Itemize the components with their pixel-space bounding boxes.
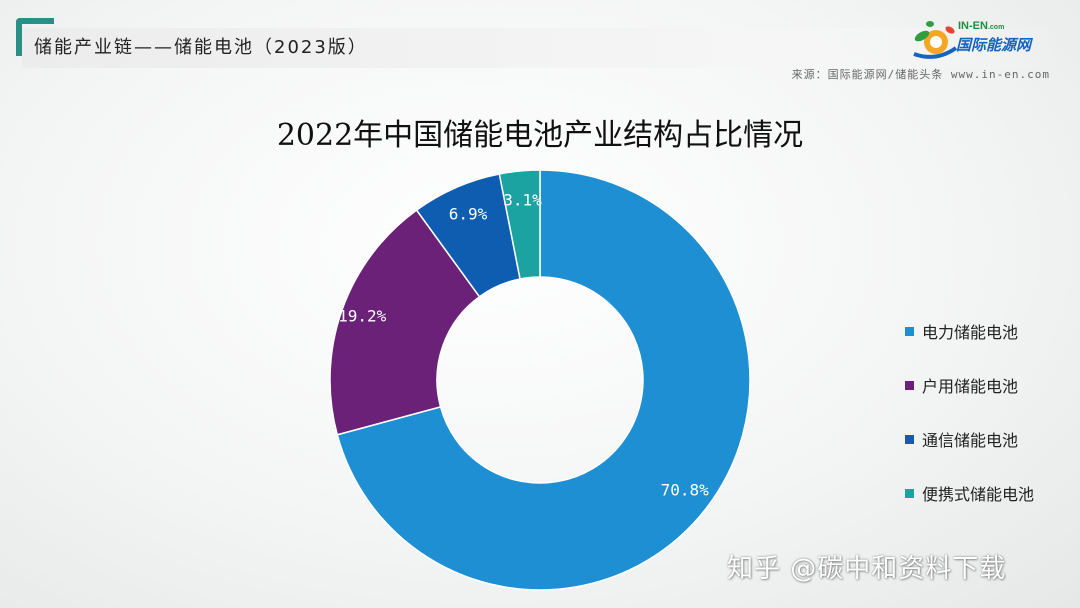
legend-item-telecom: 通信储能电池 [905, 412, 1034, 466]
legend-label: 便携式储能电池 [922, 485, 1035, 504]
legend-label: 电力储能电池 [922, 323, 1019, 342]
slice-label: 3.1% [503, 190, 542, 209]
source-note: 来源：国际能源网/储能头条 www.in-en.com [791, 68, 1050, 81]
legend-swatch [905, 434, 914, 444]
slice-portable [498, 169, 541, 280]
logo-sun-icon [913, 21, 958, 59]
legend-item-portable: 便携式储能电池 [905, 466, 1034, 520]
legend-swatch [905, 488, 914, 498]
legend-label: 户用储能电池 [922, 377, 1019, 396]
slice-label: 70.8% [661, 480, 710, 499]
slice-power [336, 169, 751, 591]
slice-household [329, 209, 481, 436]
logo-text-top: IN-EN.com [958, 20, 1005, 32]
legend-label: 通信储能电池 [922, 431, 1019, 450]
legend-swatch [905, 380, 914, 390]
slice-label: 6.9% [449, 204, 488, 223]
chart-title: 2022年中国储能电池产业结构占比情况 [276, 118, 804, 153]
legend-item-household: 户用储能电池 [905, 358, 1034, 412]
header-bracket [16, 18, 54, 56]
legend-item-power: 电力储能电池 [905, 304, 1034, 358]
watermark: 知乎 @碳中和资料下载 [727, 554, 1007, 584]
chart-legend: 电力储能电池 户用储能电池 通信储能电池 便携式储能电池 [905, 304, 1034, 520]
logo-text-main: 国际能源网 [956, 36, 1032, 54]
page-header-title: 储能产业链——储能电池（2023版） [34, 37, 368, 58]
legend-swatch [905, 326, 914, 336]
header-bar [22, 28, 1062, 68]
logo: IN-EN.com 国际能源网 [906, 14, 1056, 64]
slice-label: 19.2% [338, 307, 387, 326]
